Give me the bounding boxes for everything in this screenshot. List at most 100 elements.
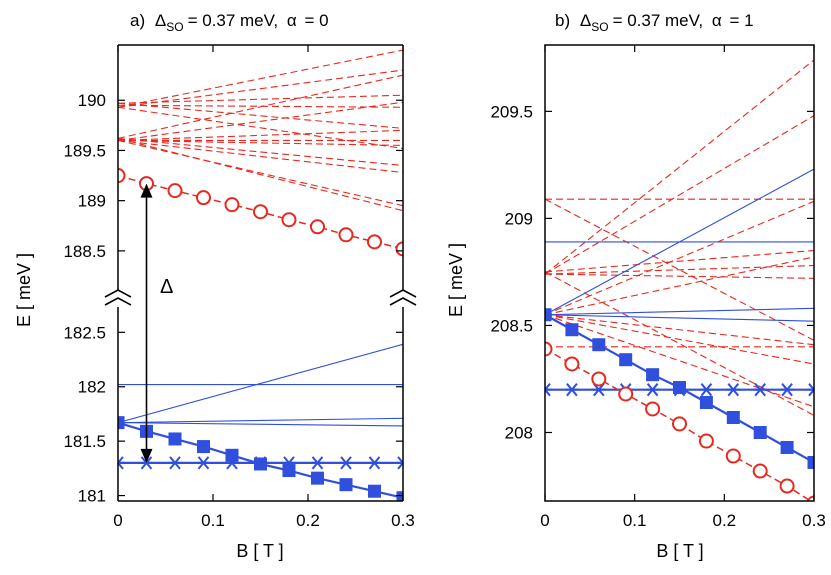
title-b-delta: Δ — [580, 11, 591, 30]
title-a-sub: SO — [166, 20, 183, 34]
panel-a-upper-ytick-label-2: 189.5 — [63, 141, 106, 160]
panel-b-xtick-label-2: 0.2 — [713, 511, 737, 530]
panel-b-red-dashed-line-12 — [545, 200, 814, 316]
panel-b-blue-star-marker-9 — [780, 383, 795, 397]
title-a: a) ΔSO = 0.37 meV, α = 0 — [130, 11, 329, 34]
panel-b-red-dashed-line-9 — [545, 314, 814, 365]
title-a-alpha: α — [287, 11, 297, 30]
title-b-alpha-value: = 1 — [729, 11, 753, 30]
panel-a-red-dashed-line-13 — [118, 139, 403, 207]
panel-a-red-circle-marker-9 — [367, 234, 382, 250]
panel-b-red-circle-marker-1 — [564, 356, 580, 372]
panel-a-blue-square-marker-3 — [197, 440, 210, 454]
panel-b-frame — [544, 44, 815, 502]
panel-a-blue-star-marker-0 — [118, 456, 125, 470]
panel-b-xtick-label-0: 0 — [540, 511, 549, 530]
panel-a-axis-break-left — [104, 289, 132, 306]
panel-a-red-circle-marker-5 — [253, 204, 268, 220]
title-b-eq: = 0.37 meV, — [613, 11, 704, 30]
panel-b-blue-solid-line-2 — [545, 307, 814, 316]
panel-b-red-circle-marker-6 — [698, 433, 714, 449]
panel-b-red-circle-marker-5 — [672, 416, 687, 432]
panel-a-blue-solid-line-1 — [118, 343, 403, 424]
panel-a-red-circle-marker-8 — [338, 227, 354, 243]
panel-a-blue-star-marker-10 — [396, 456, 403, 470]
panel-b-blue-star-marker-10 — [807, 383, 814, 397]
panel-b-plot — [545, 59, 814, 501]
panel-b-blue-square-marker-10 — [807, 455, 814, 469]
delta-annotation-label: Δ — [160, 276, 173, 298]
panel-a-axis-break-right — [389, 289, 417, 306]
panel-b-red-circle-marker-10 — [806, 495, 814, 501]
panel-b-ytick-label-0: 208 — [505, 423, 533, 442]
panel-b-blue-square-marker-7 — [726, 411, 740, 425]
delta-arrow-head-up — [140, 183, 153, 198]
panel-a-blue-star-marker-2 — [168, 456, 182, 470]
panel-a-xtick-label-3: 0.3 — [391, 511, 415, 530]
title-a-delta: Δ — [155, 11, 166, 30]
title-b-prefix: b) — [555, 11, 570, 30]
panel-b-red-dashed-line-6 — [545, 273, 814, 279]
panel-a-blue-square-marker-0 — [118, 416, 125, 430]
panel-b-blue-square-marker-5 — [673, 381, 686, 395]
panel-a-red-dashed-line-14 — [118, 137, 403, 212]
panel-a-red-circle-marker-7 — [310, 219, 325, 235]
panel-a-upper-plot — [118, 49, 403, 257]
panel-a-blue-square-marker-4 — [225, 448, 239, 462]
title-b-sub: SO — [591, 20, 608, 34]
panel-b-blue-solid-line-3 — [545, 314, 814, 322]
panel-a-red-circle-marker-10 — [395, 241, 403, 257]
panel-a-blue-star-marker-9 — [367, 456, 382, 470]
panel-a-lower-plot — [118, 343, 403, 501]
panel-b-red-dashed-line-13 — [545, 256, 814, 316]
panel-b-blue-square-marker-8 — [753, 425, 767, 439]
panel-a-blue-solid-line-2 — [118, 417, 403, 424]
panel-a-blue-star-marker-7 — [310, 456, 325, 470]
panel-a-blue-square-marker-6 — [282, 464, 296, 478]
panel-b-ytick-label-2: 209 — [505, 209, 533, 228]
panel-b-blue-square-marker-2 — [592, 338, 606, 352]
panel-a-red-dashed-line-7 — [118, 101, 403, 141]
panel-b-blue-star-marker-4 — [645, 383, 660, 397]
panel-b-ytick-label-3: 209.5 — [490, 102, 533, 121]
panel-b-blue-square-marker-1 — [565, 323, 579, 337]
panel-a-xtick-label-1: 0.1 — [201, 511, 225, 530]
panel-b-red-dashed-line-3 — [545, 115, 814, 275]
panel-b-blue-star-marker-0 — [545, 383, 552, 397]
xlabel-a: B [ T ] — [236, 541, 283, 561]
panel-b-red-circle-marker-3 — [618, 386, 634, 402]
ylabel-a: E [ meV ] — [14, 253, 34, 327]
panel-b-red-circle-marker-8 — [752, 463, 768, 479]
panel-b-blue-square-marker-0 — [545, 308, 552, 322]
panel-a-red-dashed-line-11 — [118, 137, 403, 167]
ylabel-b: E [ meV ] — [446, 243, 466, 317]
panel-b-blue-square-marker-6 — [699, 396, 713, 410]
xlabel-b: B [ T ] — [656, 541, 703, 561]
panel-a-xtick-label-2: 0.2 — [296, 511, 320, 530]
panel-a-blue-square-marker-2 — [168, 432, 182, 446]
panel-a-red-circle-marker-3 — [196, 190, 211, 206]
panel-b-ytick-label-1: 208.5 — [490, 316, 533, 335]
panel-b-red-circle-marker-9 — [779, 478, 795, 494]
panel-a-red-dashed-line-4 — [118, 102, 403, 129]
title-b: b) ΔSO = 0.37 meV, α = 1 — [555, 11, 754, 34]
panel-a-red-dashed-line-12 — [118, 139, 403, 174]
panel-a-red-circle-marker-0 — [118, 168, 126, 184]
panel-a-blue-star-marker-3 — [196, 456, 211, 470]
panel-b-red-circle-series-line — [545, 348, 813, 501]
panel-b-blue-square-marker-9 — [780, 440, 794, 454]
panel-a-red-circle-marker-6 — [281, 212, 297, 228]
title-b-alpha: α — [712, 11, 722, 30]
panel-a-upper-ytick-label-0: 188.5 — [63, 242, 106, 261]
panel-a-red-dashed-line-0 — [118, 49, 403, 108]
panel-b-red-dashed-line-10 — [545, 314, 814, 408]
panel-a-lower-ytick-label-3: 182.5 — [63, 323, 106, 342]
panel-a-blue-star-marker-8 — [339, 456, 353, 470]
panel-b-red-circle-marker-4 — [645, 401, 661, 417]
panel-a-upper-ytick-label-3: 190 — [78, 91, 106, 110]
panel-a-blue-square-marker-5 — [254, 457, 267, 471]
panel-b-red-circle-marker-7 — [725, 448, 741, 464]
panel-b-blue-square-marker-3 — [619, 353, 633, 367]
